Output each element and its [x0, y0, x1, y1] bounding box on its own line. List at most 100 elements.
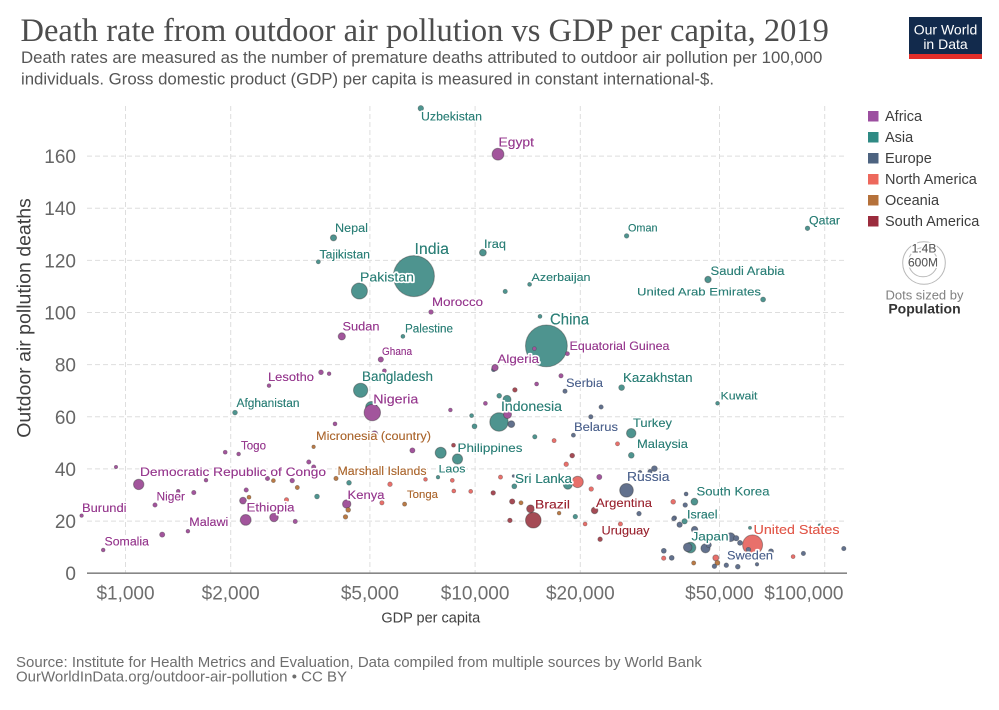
svg-text:Outdoor air pollution deaths: Outdoor air pollution deaths	[14, 198, 36, 438]
svg-text:Sudan: Sudan	[343, 322, 380, 334]
svg-text:Micronesia (country): Micronesia (country)	[316, 431, 431, 443]
svg-text:Nigeria: Nigeria	[373, 393, 418, 407]
svg-text:Serbia: Serbia	[566, 376, 603, 390]
svg-text:South Korea: South Korea	[697, 485, 770, 499]
svg-text:120: 120	[44, 251, 76, 272]
svg-text:North America: North America	[885, 172, 978, 188]
svg-text:Togo: Togo	[241, 441, 266, 453]
svg-text:Algeria: Algeria	[498, 352, 540, 366]
svg-text:Malawi: Malawi	[189, 517, 228, 529]
svg-text:$2,000: $2,000	[202, 584, 260, 605]
svg-text:Sri Lanka: Sri Lanka	[515, 471, 573, 486]
svg-text:Iraq: Iraq	[484, 239, 506, 251]
svg-text:Sweden: Sweden	[727, 551, 773, 563]
svg-text:1.4B: 1.4B	[912, 242, 937, 256]
svg-text:Palestine: Palestine	[405, 324, 453, 336]
svg-text:$50,000: $50,000	[685, 584, 754, 605]
svg-text:Lesotho: Lesotho	[268, 372, 314, 384]
svg-text:Asia: Asia	[885, 130, 914, 146]
svg-text:Niger: Niger	[157, 492, 186, 504]
svg-text:20: 20	[55, 512, 76, 533]
svg-text:Pakistan: Pakistan	[360, 270, 414, 285]
svg-text:Ethiopia: Ethiopia	[247, 502, 296, 514]
svg-text:Egypt: Egypt	[499, 136, 535, 150]
svg-text:Palestine: Palestine	[405, 324, 453, 336]
svg-text:Saudi Arabia: Saudi Arabia	[711, 266, 786, 278]
svg-text:Oman: Oman	[628, 223, 658, 235]
svg-text:Russia: Russia	[627, 470, 670, 484]
svg-text:Marshall Islands: Marshall Islands	[338, 466, 427, 478]
svg-text:Micronesia (country): Micronesia (country)	[316, 431, 431, 443]
svg-text:Kenya: Kenya	[348, 490, 386, 502]
svg-text:Equatorial Guinea: Equatorial Guinea	[570, 339, 670, 353]
svg-text:Malaysia: Malaysia	[637, 437, 688, 451]
svg-text:OurWorldInData.org/outdoor-air: OurWorldInData.org/outdoor-air-pollution…	[16, 669, 347, 686]
svg-text:South America: South America	[885, 214, 980, 230]
svg-text:Burundi: Burundi	[82, 503, 127, 515]
svg-text:Tonga: Tonga	[407, 489, 439, 501]
svg-text:Kazakhstan: Kazakhstan	[623, 371, 693, 385]
svg-text:$20,000: $20,000	[546, 584, 615, 605]
svg-text:Japan: Japan	[692, 530, 729, 544]
svg-text:China: China	[550, 312, 589, 329]
svg-text:Qatar: Qatar	[809, 216, 840, 228]
svg-text:Somalia: Somalia	[105, 537, 150, 549]
svg-text:Ethiopia: Ethiopia	[247, 502, 296, 514]
svg-text:600M: 600M	[908, 256, 938, 270]
svg-text:Turkey: Turkey	[633, 416, 672, 430]
svg-text:Belarus: Belarus	[574, 422, 618, 434]
svg-text:Sudan: Sudan	[343, 322, 380, 334]
svg-text:Uzbekistan: Uzbekistan	[421, 112, 482, 124]
svg-text:South Korea: South Korea	[697, 485, 770, 499]
svg-text:Serbia: Serbia	[566, 376, 603, 390]
svg-text:Turkey: Turkey	[633, 416, 672, 430]
svg-text:$5,000: $5,000	[341, 584, 399, 605]
svg-text:$100,000: $100,000	[764, 584, 843, 605]
svg-text:Philippines: Philippines	[458, 441, 523, 455]
svg-text:Niger: Niger	[157, 492, 186, 504]
svg-text:Israel: Israel	[687, 510, 718, 522]
svg-text:Oman: Oman	[628, 223, 658, 235]
svg-text:0: 0	[65, 564, 76, 585]
svg-text:Marshall Islands: Marshall Islands	[338, 466, 427, 478]
svg-text:Kuwait: Kuwait	[721, 391, 758, 403]
svg-text:Azerbaijan: Azerbaijan	[532, 272, 591, 284]
svg-text:Bangladesh: Bangladesh	[362, 369, 433, 384]
svg-text:$10,000: $10,000	[441, 584, 510, 605]
svg-text:Azerbaijan: Azerbaijan	[532, 272, 591, 284]
svg-text:Nepal: Nepal	[335, 223, 368, 235]
svg-text:Kenya: Kenya	[348, 490, 386, 502]
svg-text:Malaysia: Malaysia	[637, 437, 688, 451]
svg-text:80: 80	[55, 356, 76, 377]
svg-text:Kazakhstan: Kazakhstan	[623, 371, 693, 385]
svg-text:Algeria: Algeria	[498, 352, 540, 366]
svg-text:Argentina: Argentina	[596, 496, 652, 510]
svg-text:Nepal: Nepal	[335, 223, 368, 235]
svg-text:Africa: Africa	[885, 109, 923, 125]
svg-text:Pakistan: Pakistan	[360, 270, 414, 285]
svg-text:United Arab Emirates: United Arab Emirates	[637, 287, 762, 299]
svg-text:1.4B: 1.4B	[912, 242, 937, 256]
svg-text:Tajikistan: Tajikistan	[320, 249, 371, 261]
svg-text:United Arab Emirates: United Arab Emirates	[637, 287, 762, 299]
svg-text:Europe: Europe	[885, 151, 932, 167]
svg-text:Belarus: Belarus	[574, 422, 618, 434]
svg-text:Laos: Laos	[439, 464, 467, 476]
svg-text:600M: 600M	[908, 256, 938, 270]
svg-text:Population: Population	[888, 301, 960, 317]
svg-text:Lesotho: Lesotho	[268, 372, 314, 384]
svg-text:60: 60	[55, 408, 76, 429]
svg-text:Sweden: Sweden	[727, 551, 773, 563]
svg-text:Morocco: Morocco	[432, 297, 483, 309]
svg-text:100: 100	[44, 304, 76, 325]
svg-text:Morocco: Morocco	[432, 297, 483, 309]
svg-text:Uruguay: Uruguay	[602, 526, 650, 538]
svg-text:Egypt: Egypt	[499, 136, 535, 150]
svg-text:United States: United States	[754, 523, 840, 537]
svg-text:individuals. Gross domestic pr: individuals. Gross domestic product (GDP…	[21, 70, 714, 89]
svg-text:Saudi Arabia: Saudi Arabia	[711, 266, 786, 278]
svg-text:Sri Lanka: Sri Lanka	[515, 471, 573, 486]
svg-text:Bangladesh: Bangladesh	[362, 369, 433, 384]
svg-text:Somalia: Somalia	[105, 537, 150, 549]
svg-text:Tajikistan: Tajikistan	[320, 249, 371, 261]
